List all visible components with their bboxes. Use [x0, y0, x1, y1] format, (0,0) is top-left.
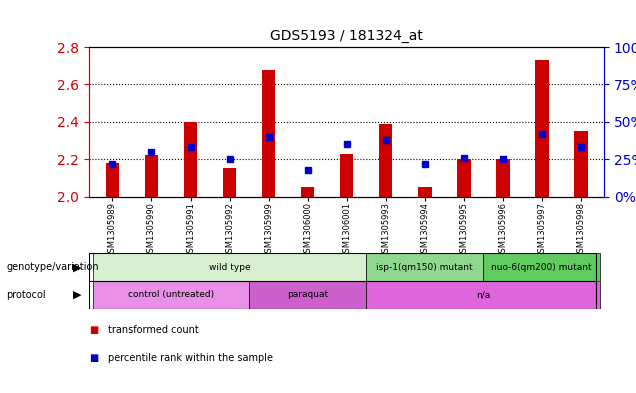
Text: ■: ■ — [89, 325, 99, 335]
Bar — [444, 47, 483, 196]
Text: isp-1(qm150) mutant: isp-1(qm150) mutant — [377, 263, 473, 272]
Text: control (untreated): control (untreated) — [128, 290, 214, 299]
Bar — [144, 155, 158, 196]
Text: n/a: n/a — [476, 290, 490, 299]
Bar — [262, 70, 275, 196]
Text: protocol: protocol — [6, 290, 46, 300]
Bar — [106, 163, 120, 196]
Bar — [184, 122, 197, 196]
Bar — [93, 281, 249, 309]
Text: genotype/variation: genotype/variation — [6, 262, 99, 272]
Bar — [288, 47, 327, 196]
Title: GDS5193 / 181324_at: GDS5193 / 181324_at — [270, 29, 423, 43]
Bar — [405, 47, 444, 196]
Text: wild type: wild type — [209, 263, 251, 272]
Bar — [249, 47, 288, 196]
Text: paraquat: paraquat — [287, 290, 328, 299]
Bar — [496, 159, 509, 196]
Bar — [483, 47, 522, 196]
Bar — [562, 47, 600, 196]
Bar — [132, 47, 171, 196]
Bar — [535, 60, 549, 196]
Bar — [457, 159, 471, 196]
Bar — [522, 47, 562, 196]
Text: ▶: ▶ — [73, 290, 82, 300]
Text: ▶: ▶ — [73, 262, 82, 272]
Text: ■: ■ — [89, 353, 99, 363]
Text: percentile rank within the sample: percentile rank within the sample — [108, 353, 273, 363]
Bar — [93, 253, 366, 281]
Bar — [327, 47, 366, 196]
Bar — [340, 154, 354, 196]
Bar — [366, 47, 405, 196]
Bar — [483, 253, 600, 281]
Bar — [574, 131, 588, 196]
Text: transformed count: transformed count — [108, 325, 199, 335]
Bar — [210, 47, 249, 196]
Bar — [301, 187, 314, 196]
Bar — [249, 281, 366, 309]
Bar — [366, 253, 483, 281]
Bar — [379, 124, 392, 196]
Bar — [366, 281, 600, 309]
Bar — [171, 47, 210, 196]
Bar — [223, 169, 237, 196]
Text: nuo-6(qm200) mutant: nuo-6(qm200) mutant — [492, 263, 592, 272]
Bar — [93, 47, 132, 196]
Bar — [418, 187, 431, 196]
